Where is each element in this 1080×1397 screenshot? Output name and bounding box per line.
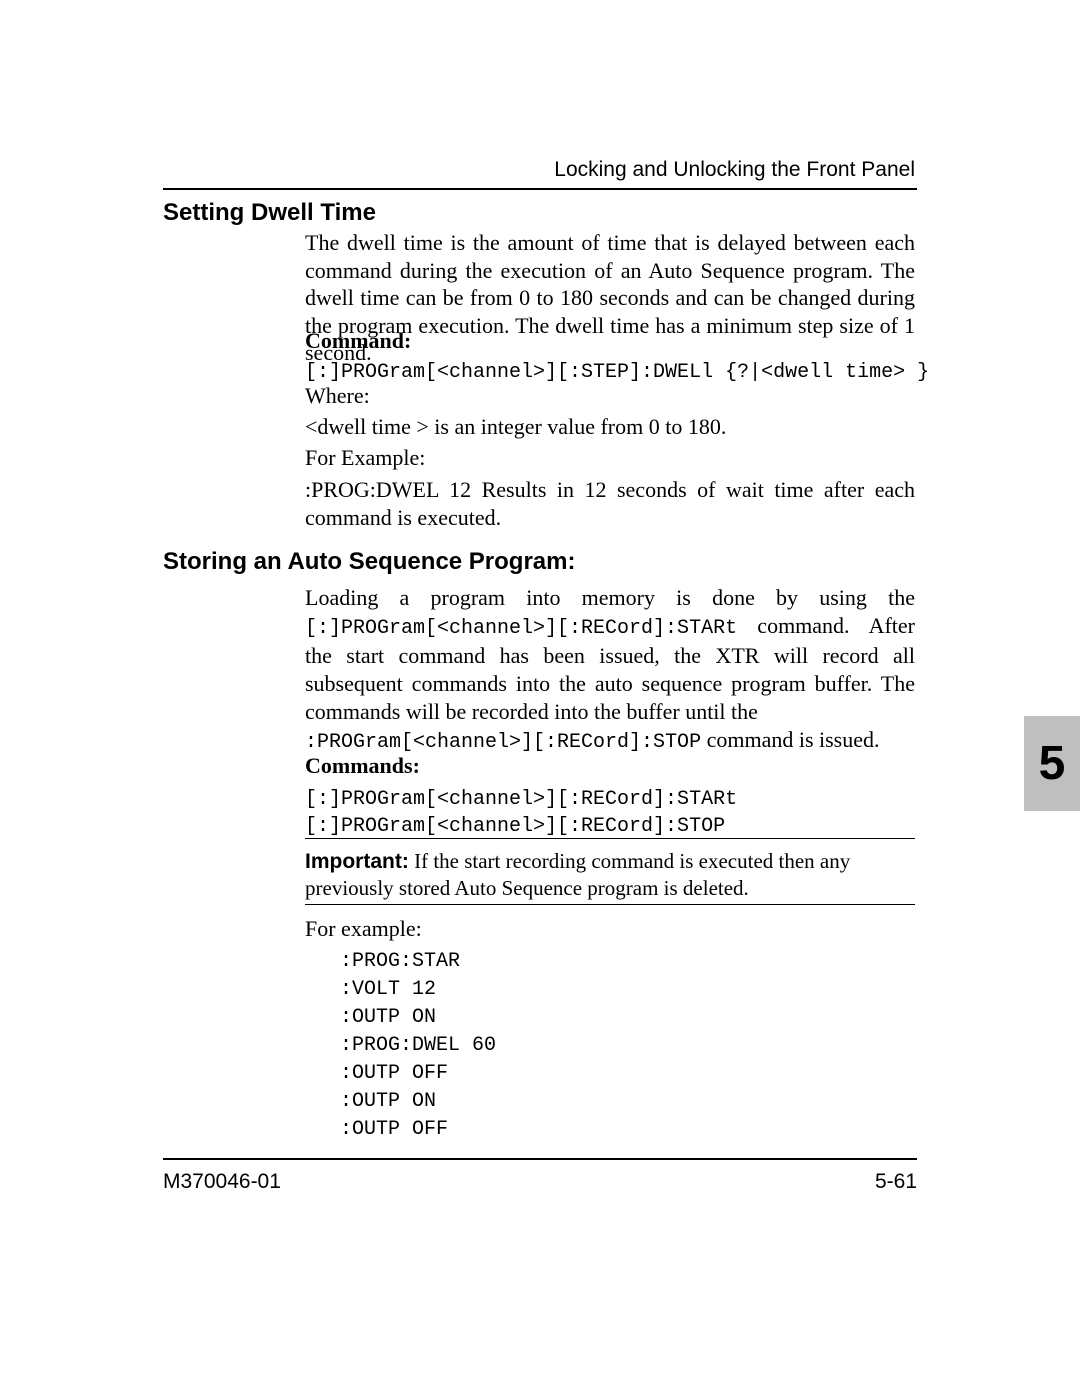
top-rule (163, 188, 917, 190)
commands-block: [:]PROGram[<channel>][:RECord]:STARt [:]… (305, 786, 737, 840)
heading-dwell-time: Setting Dwell Time (163, 199, 376, 228)
loading-prefix: Loading a program into memory is done by… (305, 585, 915, 610)
loading-cmd1: [:]PROGram[<channel>][:RECord]:STARt (305, 617, 737, 640)
dwell-range: <dwell time > is an integer value from 0… (305, 414, 726, 440)
bottom-rule (163, 1158, 917, 1160)
chapter-tab: 5 (1024, 716, 1080, 811)
for-example-label-1: For Example: (305, 445, 425, 471)
for-example-text-1: :PROG:DWEL 12 Results in 12 seconds of w… (305, 476, 915, 531)
footer-right: 5-61 (875, 1170, 917, 1194)
loading-cmd2: :PROGram[<channel>][:RECord]:STOP (305, 731, 701, 754)
loading-paragraph: Loading a program into memory is done by… (305, 584, 915, 756)
note-rule-top (305, 838, 915, 839)
heading-storing: Storing an Auto Sequence Program: (163, 548, 576, 577)
command-syntax: [:]PROGram[<channel>][:STEP]:DWELl {?|<d… (305, 360, 929, 385)
example-code-block: :PROG:STAR :VOLT 12 :OUTP ON :PROG:DWEL … (340, 948, 496, 1144)
page: Locking and Unlocking the Front Panel Se… (0, 0, 1080, 1397)
chapter-number: 5 (1039, 736, 1066, 791)
commands-label: Commands: (305, 753, 420, 779)
loading-suffix: command is issued. (701, 727, 879, 752)
important-note: Important: If the start recording comman… (305, 848, 915, 902)
important-label: Important: (305, 850, 409, 873)
note-rule-bottom (305, 904, 915, 905)
where-label: Where: (305, 383, 370, 409)
for-example-label-2: For example: (305, 916, 422, 942)
command-label: Command: (305, 328, 411, 354)
running-head: Locking and Unlocking the Front Panel (554, 158, 915, 182)
footer-left: M370046-01 (163, 1170, 281, 1194)
